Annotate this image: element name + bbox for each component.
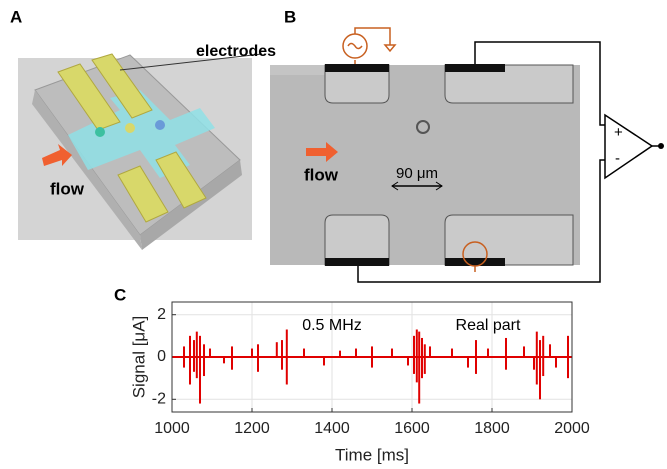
y-tick-label: 0	[157, 348, 166, 365]
x-tick-label: 1200	[234, 420, 270, 437]
electrodes-label: electrodes	[196, 43, 276, 60]
x-tick-label: 2000	[554, 420, 590, 437]
output-node	[658, 143, 664, 149]
panel-label: A	[10, 7, 22, 26]
x-axis-label: Time [ms]	[335, 445, 409, 464]
x-tick-label: 1600	[394, 420, 430, 437]
x-tick-label: 1800	[474, 420, 510, 437]
y-tick-label: -2	[152, 391, 166, 408]
y-axis-label: Signal [μA]	[129, 316, 148, 399]
plot: 1000 1200 1400 1600 1800 2000 -2 0 2	[152, 302, 590, 437]
panel-label: B	[284, 7, 296, 26]
annotation: Real part	[456, 317, 521, 334]
flow-label: flow	[304, 165, 339, 184]
x-tick-label: 1400	[314, 420, 350, 437]
flow-label: flow	[50, 179, 85, 198]
minus-sign: -	[615, 150, 620, 167]
panel-label: C	[114, 285, 126, 304]
x-tick-label: 1000	[154, 420, 190, 437]
annotation: 0.5 MHz	[302, 317, 362, 334]
device-illustration	[18, 54, 262, 250]
figure: A electrodes flow B flow 90 μm	[0, 0, 667, 469]
y-tick-label: 2	[157, 306, 166, 323]
plus-sign: +	[614, 124, 623, 141]
scale-label: 90 μm	[396, 165, 438, 182]
